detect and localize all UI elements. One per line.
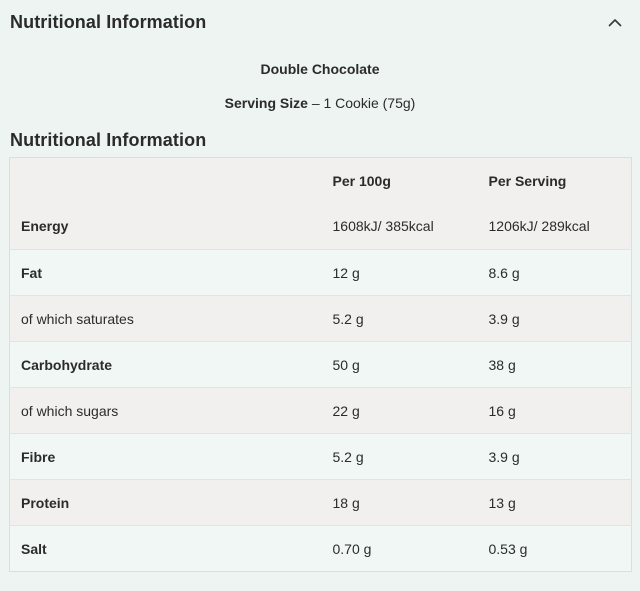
- per-100g-column-header: Per 100g: [332, 172, 391, 189]
- per-100g-value: 12 g: [332, 264, 360, 281]
- nutrition-table: Per 100g Per Serving Energy 1608kJ/ 385kc…: [9, 157, 632, 572]
- nutrient-label: of which sugars: [21, 402, 119, 419]
- nutrient-label: Salt: [21, 540, 47, 557]
- per-serving-column-header: Per Serving: [488, 172, 567, 189]
- serving-size-value: – 1 Cookie (75g): [311, 95, 416, 111]
- per-serving-value: 16 g: [488, 402, 516, 419]
- per-serving-value: 1206kJ/ 289kcal: [488, 218, 590, 235]
- table-row: of which sugars 22 g 16 g: [9, 387, 632, 434]
- table-header-row: Per 100g Per Serving: [9, 157, 632, 204]
- serving-size-label: Serving Size: [224, 95, 308, 111]
- product-flavour: Double Chocolate: [260, 61, 380, 77]
- per-100g-value: 5.2 g: [332, 310, 364, 327]
- per-serving-value: 13 g: [488, 494, 516, 511]
- per-100g-value: 22 g: [332, 402, 360, 419]
- per-serving-value: 0.53 g: [488, 540, 528, 557]
- nutrient-label: Fat: [21, 264, 42, 281]
- per-serving-value: 3.9 g: [488, 310, 520, 327]
- table-row: Salt 0.70 g 0.53 g: [9, 525, 632, 572]
- table-row: Fat 12 g 8.6 g: [9, 249, 632, 296]
- nutrient-column-header: [10, 158, 333, 204]
- nutrient-label: Protein: [21, 494, 70, 511]
- per-serving-value: 38 g: [488, 356, 516, 373]
- nutrient-label: Carbohydrate: [21, 356, 113, 373]
- table-row: Protein 18 g 13 g: [9, 479, 632, 526]
- per-100g-value: 1608kJ/ 385kcal: [332, 218, 434, 235]
- nutritional-information-accordion-header[interactable]: Nutritional Information: [0, 0, 640, 41]
- table-row: Fibre 5.2 g 3.9 g: [9, 433, 632, 480]
- nutrition-table-body: Energy 1608kJ/ 385kcal 1206kJ/ 289kcal Fat 1…: [9, 203, 632, 572]
- nutrient-label: Fibre: [21, 448, 56, 465]
- table-row: Carbohydrate 50 g 38 g: [9, 341, 632, 388]
- per-100g-value: 5.2 g: [332, 448, 364, 465]
- nutrition-section-heading: Nutritional Information: [10, 130, 207, 150]
- per-100g-value: 0.70 g: [332, 540, 372, 557]
- nutrient-label: of which saturates: [21, 310, 134, 327]
- accordion-title: Nutritional Information: [10, 12, 207, 32]
- per-100g-value: 50 g: [332, 356, 360, 373]
- table-row: of which saturates 5.2 g 3.9 g: [9, 295, 632, 342]
- table-row: Energy 1608kJ/ 385kcal 1206kJ/ 289kcal: [9, 203, 632, 250]
- chevron-up-icon[interactable]: [606, 14, 624, 32]
- serving-size-line: Serving Size – 1 Cookie (75g): [0, 96, 640, 110]
- per-serving-value: 8.6 g: [488, 264, 520, 281]
- per-100g-value: 18 g: [332, 494, 360, 511]
- per-serving-value: 3.9 g: [488, 448, 520, 465]
- nutrient-label: Energy: [21, 218, 69, 235]
